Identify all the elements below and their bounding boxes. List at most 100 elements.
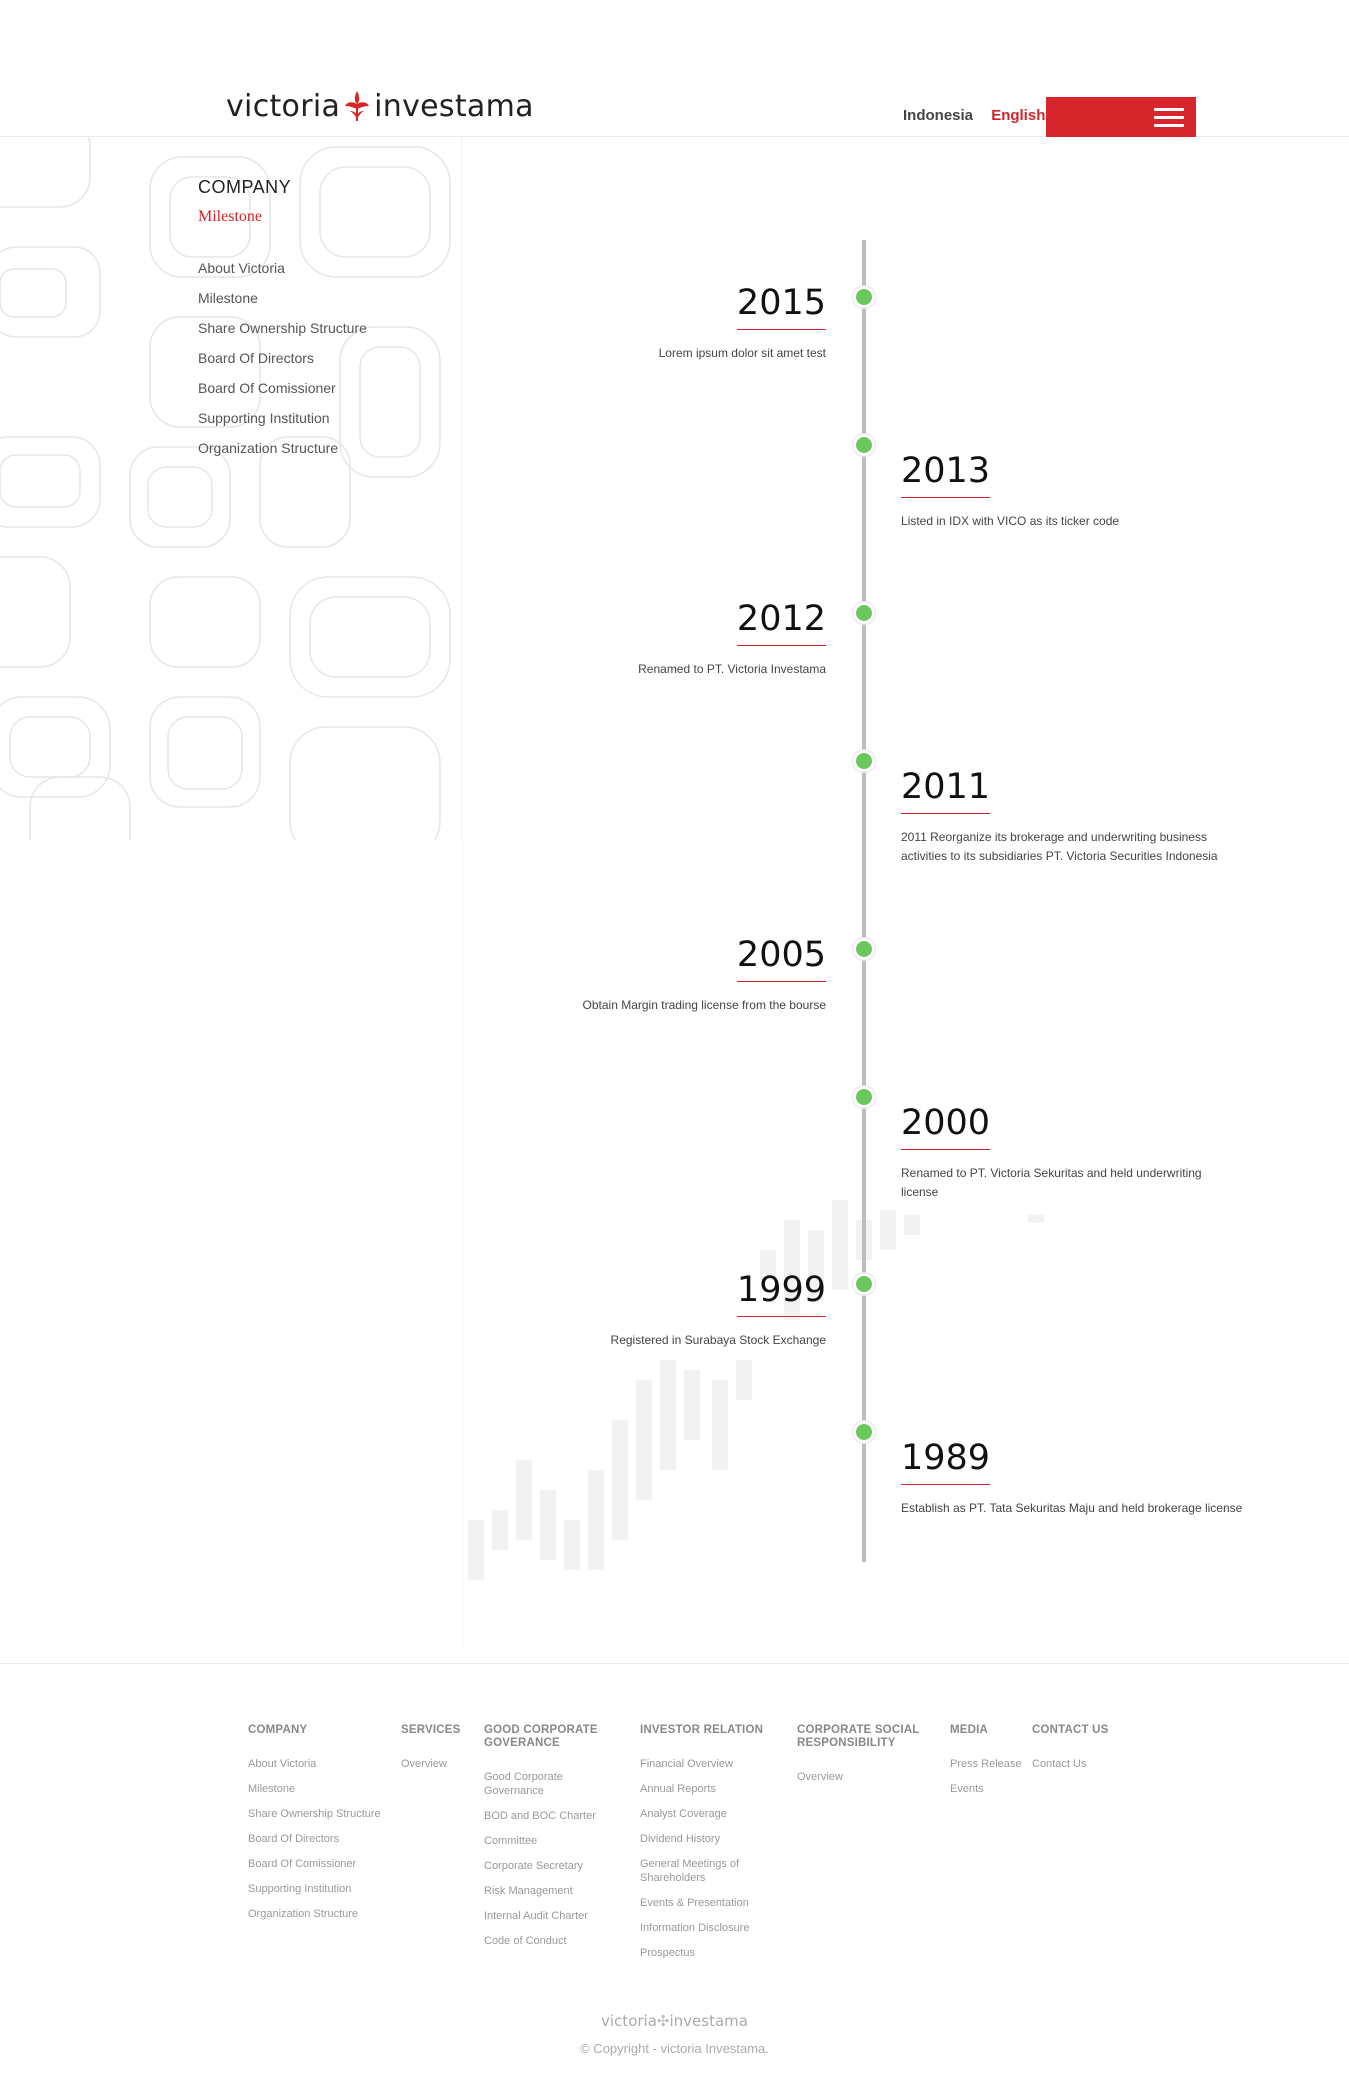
timeline-dot	[853, 1086, 875, 1108]
footer-link[interactable]: Code of Conduct	[484, 1935, 567, 1947]
timeline-description: Renamed to PT. Victoria Sekuritas and he…	[901, 1165, 1202, 1199]
footer-link[interactable]: Committee	[484, 1835, 538, 1847]
language-switcher: Indonesia English	[903, 107, 1059, 124]
footer-link[interactable]: Overview	[797, 1771, 843, 1783]
sidebar-item-board-of-comissioner[interactable]: Board Of Comissioner	[198, 380, 336, 396]
footer-column-media: MEDIA Press Release Events	[950, 1724, 1030, 1807]
sidebar-item-supporting-institution[interactable]: Supporting Institution	[198, 410, 330, 426]
milestone-timeline: 2015 Lorem ipsum dolor sit amet test 201…	[583, 240, 1261, 1562]
timeline-dot	[853, 1273, 875, 1295]
logo-emblem-icon	[345, 91, 370, 121]
sidebar-item-board-of-directors[interactable]: Board Of Directors	[198, 350, 314, 366]
footer-logo-text-right: investama	[669, 2012, 748, 2030]
menu-button[interactable]	[1046, 97, 1196, 137]
footer-link[interactable]: Contact Us	[1032, 1758, 1087, 1770]
footer-link[interactable]: Milestone	[248, 1783, 296, 1795]
sidebar-item-share-ownership[interactable]: Share Ownership Structure	[198, 320, 367, 336]
timeline-item: 2015 Lorem ipsum dolor sit amet test	[659, 284, 826, 363]
sidebar-item-milestone[interactable]: Milestone	[198, 290, 258, 306]
footer-link[interactable]: Information Disclosure	[640, 1922, 750, 1934]
footer-link[interactable]: Prospectus	[640, 1947, 696, 1959]
footer-column-title: CORPORATE SOCIAL RESPONSIBILITY	[797, 1724, 920, 1749]
footer-column-title: SERVICES	[401, 1724, 461, 1736]
footer-link[interactable]: Board Of Comissioner	[248, 1858, 357, 1870]
lang-indonesia-link[interactable]: Indonesia	[903, 107, 974, 124]
sidebar-header: COMPANY Milestone	[198, 177, 291, 226]
timeline-description: Lorem ipsum dolor sit amet test	[658, 345, 826, 360]
footer-link[interactable]: General Meetings of Shareholders	[640, 1858, 740, 1884]
footer-link[interactable]: Overview	[401, 1758, 447, 1770]
timeline-dot	[853, 750, 875, 772]
footer-link[interactable]: BOD and BOC Charter	[484, 1810, 596, 1822]
sidebar-item-organization-structure[interactable]: Organization Structure	[198, 440, 339, 456]
footer-link[interactable]: Events	[950, 1783, 984, 1795]
timeline-item: 2005 Obtain Margin trading license from …	[583, 936, 826, 1015]
footer-column-title: CONTACT US	[1032, 1724, 1109, 1736]
timeline-item: 2011 2011 Reorganize its brokerage and u…	[901, 768, 1231, 866]
timeline-dot	[853, 434, 875, 456]
footer-column-services: SERVICES Overview	[401, 1724, 471, 1782]
footer-column-contact-us: CONTACT US Contact Us	[1032, 1724, 1122, 1782]
footer-link[interactable]: Internal Audit Charter	[484, 1910, 588, 1922]
footer: COMPANY About Victoria Milestone Share O…	[0, 1663, 1349, 2096]
footer-link[interactable]: Press Release	[950, 1758, 1022, 1770]
footer-column-investor-relation: INVESTOR RELATION Financial Overview Ann…	[640, 1724, 770, 1971]
footer-link[interactable]: Board Of Directors	[248, 1833, 340, 1845]
lang-english-link[interactable]: English	[991, 107, 1046, 124]
sidebar-title: COMPANY	[198, 177, 292, 197]
footer-column-csr: CORPORATE SOCIAL RESPONSIBILITY Overview	[797, 1724, 922, 1795]
timeline-item: 2000 Renamed to PT. Victoria Sekuritas a…	[901, 1104, 1221, 1202]
timeline-item: 2012 Renamed to PT. Victoria Investama	[638, 600, 826, 679]
footer-link[interactable]: About Victoria	[248, 1758, 317, 1770]
footer-logo-text-left: victoria	[601, 2012, 657, 2030]
footer-column-title: COMPANY	[248, 1724, 308, 1736]
footer-link[interactable]: Dividend History	[640, 1833, 721, 1845]
hamburger-icon	[1154, 108, 1184, 128]
timeline-dot	[853, 1421, 875, 1443]
timeline-item: 1989 Establish as PT. Tata Sekuritas Maj…	[901, 1439, 1261, 1518]
timeline-description: Renamed to PT. Victoria Investama	[638, 661, 826, 676]
sidebar: COMPANY Milestone About Victoria Milesto…	[0, 137, 462, 840]
timeline-description: Listed in IDX with VICO as its ticker co…	[901, 513, 1120, 528]
footer-link[interactable]: Good Corporate Governance	[484, 1771, 563, 1797]
timeline-description: Obtain Margin trading license from the b…	[582, 997, 826, 1012]
timeline-description: 2011 Reorganize its brokerage and underw…	[901, 829, 1218, 863]
sidebar-item-about-victoria[interactable]: About Victoria	[198, 260, 285, 276]
footer-logo-emblem-icon: ✣	[656, 2012, 670, 2030]
footer-link[interactable]: Analyst Coverage	[640, 1808, 727, 1820]
footer-link[interactable]: Corporate Secretary	[484, 1860, 584, 1872]
sidebar-nav: About Victoria Milestone Share Ownership…	[198, 253, 367, 463]
footer-link[interactable]: Share Ownership Structure	[248, 1808, 381, 1820]
timeline-description: Establish as PT. Tata Sekuritas Maju and…	[901, 1500, 1243, 1515]
timeline-year: 2005	[736, 936, 826, 982]
timeline-item: 1999 Registered in Surabaya Stock Exchan…	[611, 1271, 826, 1350]
background-pattern	[0, 137, 451, 840]
timeline-year: 2012	[736, 600, 826, 646]
footer-column-title: MEDIA	[950, 1724, 989, 1736]
timeline-dot	[853, 286, 875, 308]
footer-link[interactable]: Events & Presentation	[640, 1897, 749, 1909]
footer-link[interactable]: Risk Management	[484, 1885, 573, 1897]
timeline-description: Registered in Surabaya Stock Exchange	[610, 1332, 826, 1347]
logo[interactable]: victoria investama	[226, 86, 534, 126]
footer-logo[interactable]: victoria✣investama	[0, 2012, 1349, 2030]
footer-link[interactable]: Organization Structure	[248, 1908, 359, 1920]
footer-link[interactable]: Supporting Institution	[248, 1883, 352, 1895]
header: victoria investama Indonesia English	[0, 0, 1349, 137]
timeline-year: 2013	[901, 452, 991, 498]
timeline-year: 2000	[901, 1104, 991, 1150]
timeline-year: 2015	[736, 284, 826, 330]
content-divider	[462, 840, 463, 1650]
logo-text-right: investama	[374, 88, 534, 124]
background-bars-decoration	[468, 1200, 1044, 1580]
footer-column-title: GOOD CORPORATE GOVERANCE	[484, 1724, 598, 1749]
footer-column-gcg: GOOD CORPORATE GOVERANCE Good Corporate …	[484, 1724, 609, 1959]
copyright-text: © Copyright - victoria Investama.	[580, 2041, 769, 2056]
footer-column-title: INVESTOR RELATION	[640, 1724, 764, 1736]
timeline-axis	[862, 240, 866, 1562]
timeline-item: 2013 Listed in IDX with VICO as its tick…	[901, 452, 1241, 531]
footer-link[interactable]: Financial Overview	[640, 1758, 733, 1770]
footer-column-company: COMPANY About Victoria Milestone Share O…	[248, 1724, 388, 1932]
timeline-dot	[853, 602, 875, 624]
footer-link[interactable]: Annual Reports	[640, 1783, 716, 1795]
